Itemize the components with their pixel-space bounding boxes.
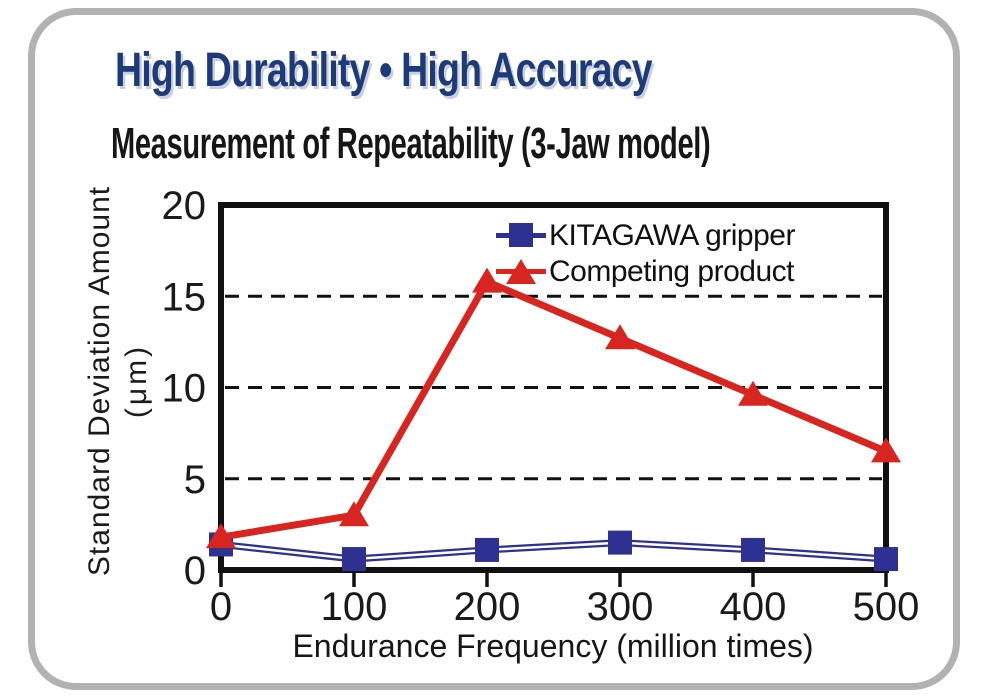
chart-title: Measurement of Repeatability (3-Jaw mode… bbox=[111, 119, 711, 168]
data-point-triangle-competing-product bbox=[206, 523, 236, 549]
legend-label-kitagawa: KITAGAWA gripper bbox=[549, 218, 795, 252]
x-tick-label: 500 bbox=[853, 585, 920, 629]
legend-label-competitor: Competing product bbox=[549, 254, 794, 288]
data-point-square-kitagawa-gripper bbox=[874, 547, 898, 572]
page-title: High Durability • High Accuracy bbox=[115, 44, 653, 97]
data-point-triangle-competing-product bbox=[871, 437, 901, 463]
data-point-square-kitagawa-gripper bbox=[608, 530, 632, 555]
data-point-triangle-competing-product bbox=[605, 324, 635, 350]
x-tick-label: 200 bbox=[454, 585, 521, 629]
repeatability-line-chart: 0 100 200 300 400 500 0 5 10 15 20 bbox=[162, 184, 920, 629]
x-tick-label: 400 bbox=[720, 585, 787, 629]
y-tick-label: 10 bbox=[162, 367, 207, 411]
y-tick-label: 20 bbox=[162, 184, 207, 228]
data-point-square-kitagawa-gripper bbox=[741, 537, 765, 562]
data-point-triangle-competing-product bbox=[738, 380, 768, 406]
chart-card: High Durability • High Accuracy Measurem… bbox=[28, 8, 960, 690]
legend-item-competitor: Competing product bbox=[496, 255, 795, 288]
x-tick-label: 300 bbox=[587, 585, 654, 629]
series-line-competing-product bbox=[220, 277, 888, 541]
data-point-triangle-competing-product bbox=[472, 267, 502, 293]
data-point-triangle-competing-product bbox=[339, 501, 369, 527]
data-point-square-kitagawa-gripper bbox=[475, 537, 499, 562]
series-line-core-kitagawa-gripper bbox=[220, 541, 887, 561]
square-marker-icon bbox=[496, 219, 546, 252]
y-tick-label: 0 bbox=[184, 549, 206, 593]
plot-frame bbox=[218, 202, 889, 573]
x-tick-label: 100 bbox=[321, 585, 388, 629]
legend: KITAGAWA gripper Competing product bbox=[496, 219, 795, 288]
data-point-square-kitagawa-gripper bbox=[342, 547, 366, 572]
y-tick-label: 5 bbox=[184, 458, 206, 502]
y-tick-label: 15 bbox=[162, 275, 207, 319]
x-tick-label: 0 bbox=[210, 585, 232, 629]
triangle-marker-icon bbox=[496, 255, 546, 288]
legend-item-kitagawa: KITAGAWA gripper bbox=[496, 219, 795, 252]
x-axis-label: Endurance Frequency (million times) bbox=[292, 628, 814, 664]
